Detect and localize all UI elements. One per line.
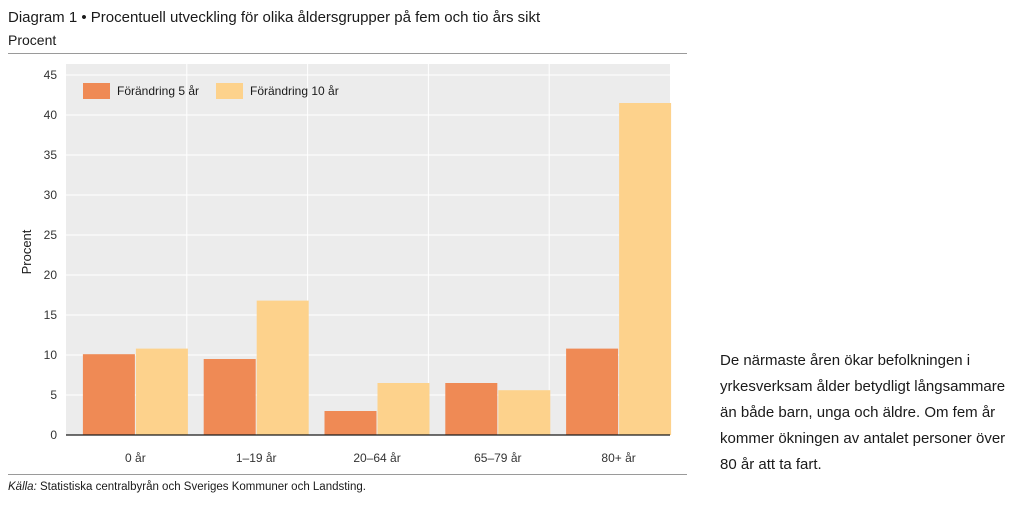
y-tick-label: 25 xyxy=(44,228,58,242)
legend-label: Förändring 5 år xyxy=(117,84,199,98)
legend-swatch xyxy=(83,83,110,99)
y-tick-label: 15 xyxy=(44,308,58,322)
y-tick-label: 30 xyxy=(44,188,58,202)
bottom-rule xyxy=(8,474,687,475)
bar xyxy=(135,348,188,435)
y-tick-label: 45 xyxy=(44,68,58,82)
legend-swatch xyxy=(216,83,243,99)
y-tick-label: 20 xyxy=(44,268,58,282)
bar xyxy=(82,354,135,435)
bar xyxy=(256,300,309,435)
y-tick-label: 0 xyxy=(50,428,57,442)
bar xyxy=(445,383,498,435)
x-tick-label: 0 år xyxy=(125,451,146,465)
y-tick-label: 10 xyxy=(44,348,58,362)
chart-subtitle: Procent xyxy=(8,32,57,48)
bar xyxy=(566,348,619,435)
y-tick-label: 5 xyxy=(50,388,57,402)
y-axis-label: Procent xyxy=(19,229,34,274)
x-tick-label: 80+ år xyxy=(601,451,635,465)
chart-title: Diagram 1 • Procentuell utveckling för o… xyxy=(8,9,541,26)
source-note: Källa: Statistiska centralbyrån och Sver… xyxy=(8,481,366,493)
x-tick-label: 65–79 år xyxy=(474,451,521,465)
source-label: Källa: xyxy=(8,481,37,493)
bar xyxy=(377,383,430,435)
bar xyxy=(498,390,551,435)
y-tick-label: 40 xyxy=(44,108,58,122)
legend-label: Förändring 10 år xyxy=(250,84,339,98)
bar xyxy=(203,359,256,435)
x-tick-label: 20–64 år xyxy=(353,451,400,465)
sidebar-text: De närmaste åren ökar befolkningen i yrk… xyxy=(720,352,1006,473)
bar xyxy=(619,103,672,435)
y-tick-label: 35 xyxy=(44,148,58,162)
x-tick-label: 1–19 år xyxy=(236,451,277,465)
source-text: Statistiska centralbyrån och Sveriges Ko… xyxy=(36,481,366,493)
bar xyxy=(324,411,377,435)
top-rule xyxy=(8,53,687,54)
